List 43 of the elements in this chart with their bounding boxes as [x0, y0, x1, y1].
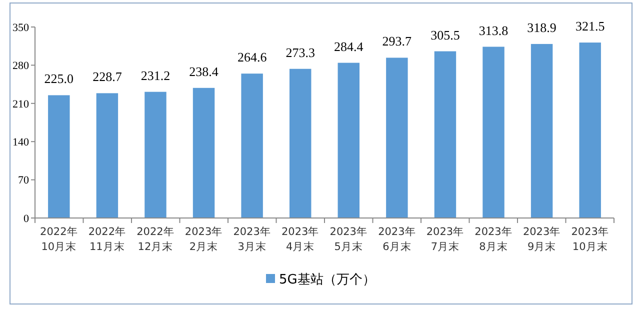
x-tick-label: 2023年 5月末 — [330, 226, 368, 253]
legend-label: 5G基站（万个） — [279, 272, 376, 288]
x-tick-label: 2023年 9月末 — [522, 226, 561, 253]
bar — [386, 58, 408, 218]
bar — [192, 88, 215, 218]
bar — [530, 44, 553, 218]
y-tick-label: 140 — [12, 136, 30, 148]
data-label: 321.5 — [575, 18, 605, 34]
x-tick-label: 2023年 4月末 — [281, 226, 320, 253]
bar — [338, 62, 360, 218]
bar — [96, 93, 118, 218]
bar — [579, 42, 601, 218]
data-label: 318.9 — [527, 20, 556, 35]
data-label: 284.4 — [334, 38, 364, 54]
data-label: 231.2 — [140, 68, 170, 83]
x-tick-label: 2022年 12月末 — [136, 226, 174, 253]
y-tick-label: 70 — [18, 174, 30, 187]
x-tick-label: 2023年 3月末 — [233, 226, 271, 253]
x-tick-label: 2023年 6月末 — [378, 226, 416, 253]
x-tick-label: 2023年 8月末 — [474, 226, 512, 253]
y-tick-label: 210 — [12, 98, 30, 110]
data-label: 305.5 — [430, 27, 460, 42]
x-tick-label: 2022年 10月末 — [40, 226, 78, 253]
y-tick-label: 280 — [12, 60, 30, 72]
y-tick-label: 350 — [12, 22, 30, 34]
bar — [241, 74, 263, 218]
x-tick-label: 2023年 2月末 — [184, 226, 223, 253]
data-label: 225.0 — [44, 71, 74, 86]
data-label: 273.3 — [286, 44, 315, 60]
bar — [434, 51, 456, 218]
data-label: 293.7 — [382, 34, 412, 49]
bar — [48, 95, 70, 218]
x-tick-label: 2023年 7月末 — [426, 226, 464, 253]
x-tick-label: 2022年 11月末 — [88, 226, 126, 253]
data-label: 228.7 — [92, 69, 122, 84]
y-tick-label: 0 — [24, 212, 30, 225]
bar — [144, 92, 166, 218]
data-label: 238.4 — [189, 64, 219, 79]
data-label: 313.8 — [478, 22, 508, 38]
bar — [482, 46, 504, 218]
bar — [289, 68, 312, 218]
x-tick-label: 2023年 10月末 — [571, 226, 609, 253]
data-label: 264.6 — [237, 50, 268, 65]
